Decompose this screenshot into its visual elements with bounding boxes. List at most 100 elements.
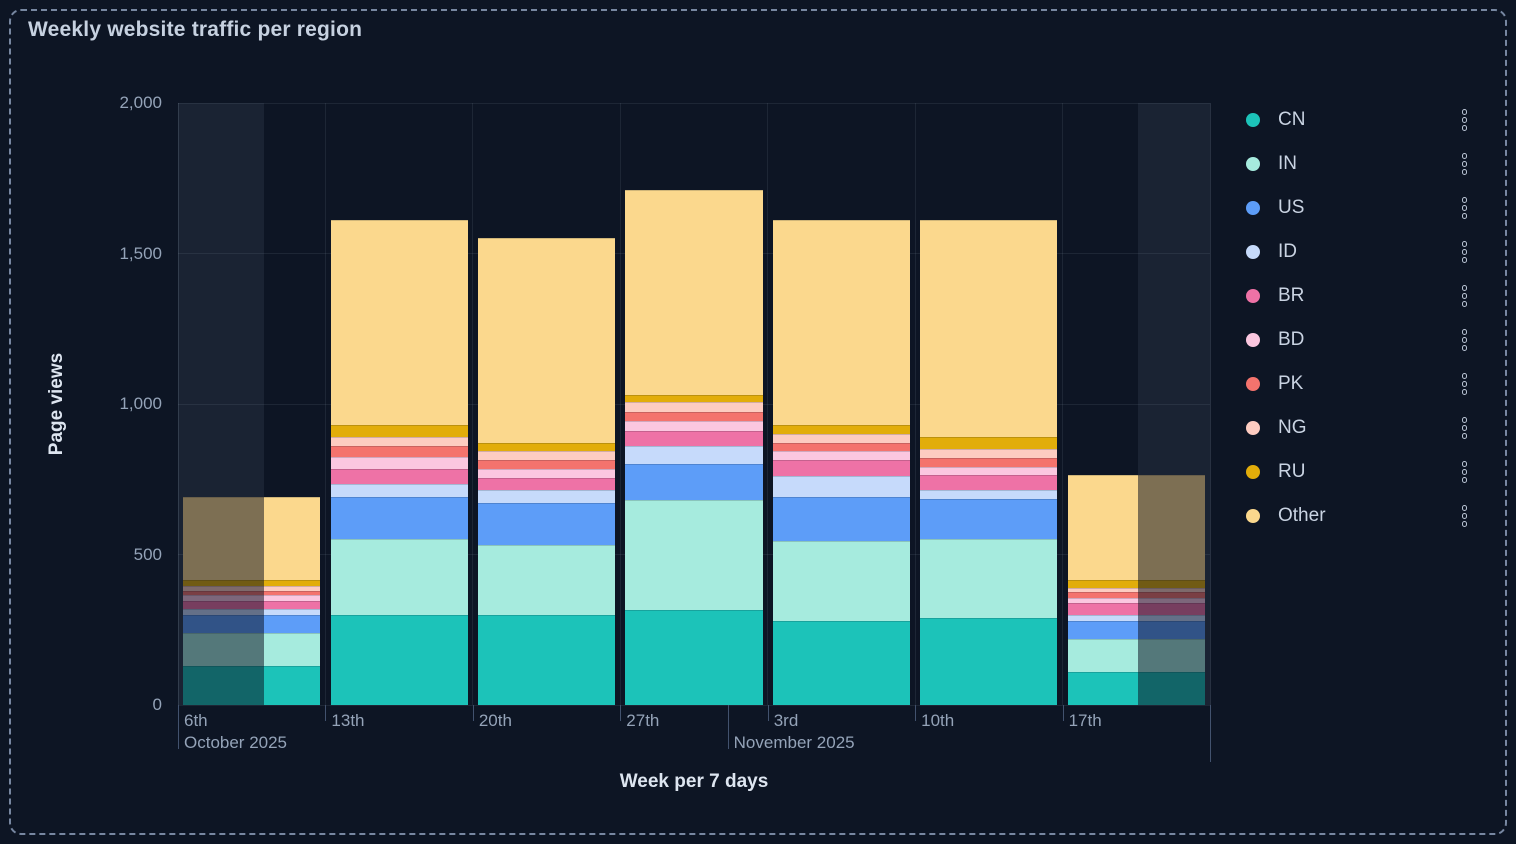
y-tick-label: 1,500 — [119, 243, 162, 263]
bar-segment-bd-20th[interactable] — [478, 468, 616, 478]
kebab-menu-icon[interactable] — [1460, 458, 1470, 486]
gridline-vertical — [619, 103, 621, 705]
bar-segment-ng-17th[interactable] — [1067, 587, 1205, 593]
bar-segment-us-20th[interactable] — [478, 503, 616, 546]
kebab-menu-icon[interactable] — [1460, 502, 1470, 530]
legend-item-label: US — [1278, 197, 1305, 218]
bar-segment-br-3rd[interactable] — [772, 459, 910, 477]
bar-segment-br-13th[interactable] — [330, 468, 468, 484]
bar-segment-ru-13th[interactable] — [330, 425, 468, 438]
bar-segment-ng-10th[interactable] — [920, 449, 1058, 459]
legend-item-cn[interactable]: CN — [1246, 98, 1469, 142]
bar-segment-id-20th[interactable] — [478, 489, 616, 504]
kebab-menu-icon[interactable] — [1460, 414, 1470, 442]
bar-segment-id-17th[interactable] — [1067, 614, 1205, 621]
bar-segment-cn-20th[interactable] — [478, 614, 616, 705]
bar-segment-pk-20th[interactable] — [478, 459, 616, 469]
bar-segment-cn-13th[interactable] — [330, 614, 468, 705]
legend-item-ru[interactable]: RU — [1246, 450, 1469, 494]
bar-segment-in-20th[interactable] — [478, 545, 616, 615]
kebab-menu-icon[interactable] — [1460, 370, 1470, 398]
y-tick-label: 500 — [133, 544, 162, 564]
x-tick-mark — [767, 705, 769, 721]
legend-color-dot — [1246, 245, 1260, 259]
bar-segment-other-10th[interactable] — [920, 220, 1058, 438]
legend-item-label: IN — [1278, 153, 1297, 174]
bar-segment-ru-3rd[interactable] — [772, 425, 910, 435]
bar-segment-pk-13th[interactable] — [330, 446, 468, 457]
bar-segment-id-10th[interactable] — [920, 489, 1058, 499]
bar-segment-pk-27th[interactable] — [625, 411, 763, 421]
bar-segment-br-27th[interactable] — [625, 431, 763, 447]
gridline-vertical — [324, 103, 326, 705]
bar-segment-id-27th[interactable] — [625, 446, 763, 465]
legend-item-label: PK — [1278, 373, 1304, 394]
legend-item-in[interactable]: IN — [1246, 142, 1469, 186]
bar-segment-bd-3rd[interactable] — [772, 450, 910, 460]
bar-segment-pk-17th[interactable] — [1067, 592, 1205, 599]
legend-item-ng[interactable]: NG — [1246, 406, 1469, 450]
legend-item-bd[interactable]: BD — [1246, 318, 1469, 362]
month-tick-mark — [727, 705, 729, 749]
legend-color-dot — [1246, 333, 1260, 347]
bar-segment-id-3rd[interactable] — [772, 476, 910, 498]
kebab-menu-icon[interactable] — [1460, 238, 1470, 266]
bar-segment-cn-3rd[interactable] — [772, 620, 910, 705]
kebab-menu-icon[interactable] — [1460, 282, 1470, 310]
legend-item-label: NG — [1278, 417, 1307, 438]
bar-segment-us-13th[interactable] — [330, 497, 468, 540]
bar-segment-in-10th[interactable] — [920, 539, 1058, 618]
bar-segment-ru-17th[interactable] — [1067, 580, 1205, 588]
month-label: November 2025 — [733, 733, 855, 752]
bar-segment-bd-17th[interactable] — [1067, 598, 1205, 603]
legend-item-id[interactable]: ID — [1246, 230, 1469, 274]
bar-segment-ng-13th[interactable] — [330, 437, 468, 447]
bar-segment-pk-10th[interactable] — [920, 458, 1058, 468]
kebab-menu-icon[interactable] — [1460, 150, 1470, 178]
x-tick-label: 3rd — [773, 711, 799, 730]
bar-segment-br-20th[interactable] — [478, 477, 616, 490]
legend-item-br[interactable]: BR — [1246, 274, 1469, 318]
gridline-vertical — [1209, 103, 1211, 705]
bar-segment-us-3rd[interactable] — [772, 497, 910, 541]
bar-segment-ng-27th[interactable] — [625, 402, 763, 412]
bar-segment-us-10th[interactable] — [920, 498, 1058, 540]
legend-item-other[interactable]: Other — [1246, 494, 1469, 538]
bar-segment-us-27th[interactable] — [625, 464, 763, 501]
legend-item-label: BR — [1278, 285, 1305, 306]
bar-segment-pk-3rd[interactable] — [772, 443, 910, 451]
partial-week-mute-overlay — [183, 497, 264, 705]
x-tick-label: 17th — [1068, 711, 1102, 730]
gridline-vertical — [914, 103, 916, 705]
kebab-menu-icon[interactable] — [1460, 106, 1470, 134]
bar-segment-other-27th[interactable] — [625, 190, 763, 395]
bar-segment-other-13th[interactable] — [330, 220, 468, 426]
bar-segment-id-13th[interactable] — [330, 483, 468, 498]
legend-item-pk[interactable]: PK — [1246, 362, 1469, 406]
bar-segment-bd-13th[interactable] — [330, 456, 468, 469]
legend-item-us[interactable]: US — [1246, 186, 1469, 230]
bar-segment-in-3rd[interactable] — [772, 540, 910, 621]
kebab-menu-icon[interactable] — [1460, 326, 1470, 354]
x-tick-label: 10th — [921, 711, 955, 730]
bar-segment-br-10th[interactable] — [920, 474, 1058, 490]
bar-segment-cn-27th[interactable] — [625, 610, 763, 705]
bar-segment-in-13th[interactable] — [330, 539, 468, 615]
bar-segment-in-27th[interactable] — [625, 500, 763, 611]
x-tick-mark — [1062, 705, 1064, 721]
legend-item-label: CN — [1278, 109, 1306, 130]
bar-segment-other-20th[interactable] — [478, 238, 616, 444]
bar-segment-bd-10th[interactable] — [920, 467, 1058, 475]
bar-segment-ng-20th[interactable] — [478, 450, 616, 460]
legend-color-dot — [1246, 509, 1260, 523]
bar-segment-ru-27th[interactable] — [625, 394, 763, 403]
legend-color-dot — [1246, 289, 1260, 303]
bar-segment-bd-27th[interactable] — [625, 420, 763, 432]
bar-segment-ru-20th[interactable] — [478, 443, 616, 451]
bar-segment-cn-10th[interactable] — [920, 617, 1058, 705]
bar-segment-ng-3rd[interactable] — [772, 434, 910, 444]
kebab-menu-icon[interactable] — [1460, 194, 1470, 222]
bar-segment-ru-10th[interactable] — [920, 437, 1058, 450]
bar-segment-other-3rd[interactable] — [772, 220, 910, 426]
